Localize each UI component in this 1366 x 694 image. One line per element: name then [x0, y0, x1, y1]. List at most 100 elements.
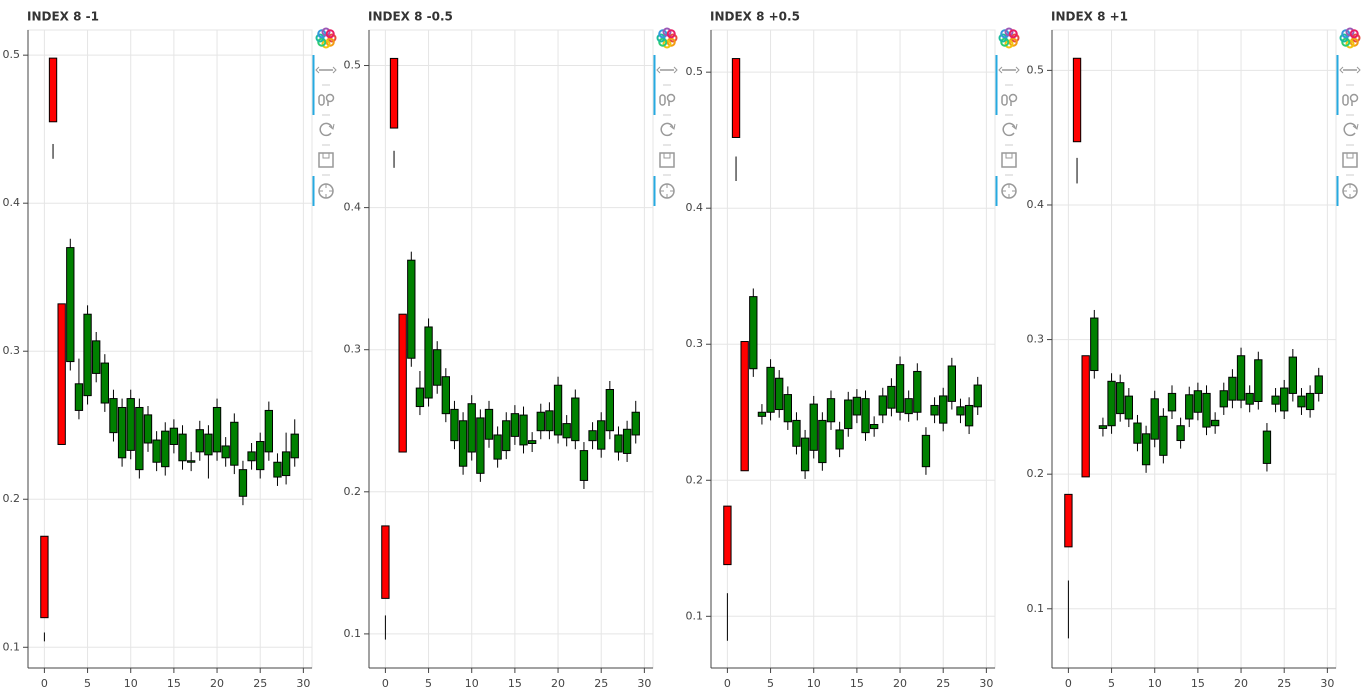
candle-body [861, 398, 870, 434]
icon [663, 152, 671, 159]
y-tick-label: 0.4 [1027, 198, 1045, 211]
toolbar-tool[interactable] [314, 116, 338, 144]
tool-hit [1338, 177, 1362, 205]
candle-body [1116, 382, 1125, 415]
candle-body [389, 57, 399, 129]
candle-body [1176, 425, 1185, 442]
y-tick-label: 0.4 [344, 201, 362, 214]
candle-body [92, 340, 101, 374]
candle-body [1202, 392, 1211, 428]
bokeh-logo[interactable] [656, 27, 678, 49]
icon [656, 66, 678, 74]
bokeh-logo[interactable] [1339, 27, 1361, 49]
x-tick-label: 5 [767, 677, 774, 690]
tool-hit [314, 146, 338, 174]
icon [322, 152, 330, 159]
icon [325, 93, 335, 103]
bokeh-logo[interactable] [998, 27, 1020, 49]
candle-body [74, 383, 84, 411]
candle-body [281, 451, 291, 477]
y-tick-label: 0.3 [344, 343, 362, 356]
logo-petal [1351, 33, 1361, 43]
logo-petal [658, 37, 668, 47]
toolbar-tool[interactable] [1338, 146, 1362, 174]
logo-petal [666, 37, 676, 47]
candle-body [973, 384, 982, 408]
candle-body [1271, 395, 1280, 405]
tool-hit [655, 146, 679, 174]
toolbar-tool[interactable] [312, 55, 339, 85]
candle-body [1262, 430, 1272, 464]
candle-body [135, 406, 144, 471]
candle-body [887, 385, 896, 409]
x-tick-label: 5 [84, 677, 91, 690]
toolbar-tool[interactable] [995, 55, 1022, 85]
x-tick-label: 25 [1277, 677, 1291, 690]
icon [1002, 122, 1016, 137]
candle-body [1064, 493, 1073, 548]
toolbar-tool[interactable] [1336, 85, 1363, 115]
candle-body [83, 313, 92, 397]
bokeh-logo[interactable] [315, 27, 337, 49]
candle-body [1124, 395, 1133, 420]
tool-hit [997, 86, 1021, 114]
tool-hit [655, 177, 679, 205]
toolbar-tool[interactable] [995, 85, 1022, 115]
candle-body [152, 439, 161, 463]
toolbar-tool[interactable] [997, 146, 1021, 174]
toolbar [995, 27, 1022, 206]
toolbar-tool[interactable] [653, 85, 680, 115]
candle-body [467, 403, 476, 453]
icon [1342, 94, 1349, 106]
candle-body [800, 437, 810, 472]
logo-petal [315, 33, 325, 43]
toolbar-tool[interactable] [312, 176, 339, 206]
x-tick-label: 5 [1108, 677, 1115, 690]
y-tick-label: 0.1 [686, 609, 704, 622]
toolbar-tool[interactable] [314, 146, 338, 174]
candle-body [930, 404, 939, 416]
x-tick-label: 20 [893, 677, 907, 690]
icon [319, 122, 333, 137]
candle-body [204, 433, 213, 456]
toolbar-tool[interactable] [997, 116, 1021, 144]
candle-body [1141, 433, 1151, 466]
logo-petal [1339, 33, 1349, 43]
candle-body [381, 525, 390, 599]
toolbar-tool[interactable] [312, 85, 339, 115]
candle-body [476, 417, 485, 474]
candle-body [731, 58, 741, 138]
toolbar-tool[interactable] [995, 176, 1022, 206]
toolbar-tool[interactable] [655, 146, 679, 174]
toolbar-tool[interactable] [655, 116, 679, 144]
icon [659, 94, 666, 106]
x-tick-label: 30 [979, 677, 993, 690]
logo-petal [1349, 29, 1359, 39]
plot-frame [710, 29, 996, 669]
candle-body [186, 460, 196, 463]
candle-body [1133, 422, 1142, 444]
icon [666, 93, 676, 103]
candle-body [424, 326, 433, 399]
toolbar-tool[interactable] [1336, 55, 1363, 85]
logo-petal [1000, 37, 1010, 47]
candle-body [527, 440, 537, 444]
y-tick-label: 0.1 [3, 640, 21, 653]
toolbar-tool[interactable] [653, 176, 680, 206]
icon [1349, 93, 1359, 103]
icon [1011, 123, 1018, 130]
chart-panel: INDEX 8 +1 0.1 0.2 0.3 0.4 0.5 0 5 10 15 20 25 30 [1027, 10, 1363, 690]
candle-body [195, 429, 204, 453]
toolbar-tool[interactable] [1338, 116, 1362, 144]
candle-body [895, 364, 905, 413]
y-tick-label: 0.3 [686, 337, 704, 350]
candle-body [939, 395, 948, 424]
candle-body [510, 413, 520, 437]
toolbar-tool[interactable] [1336, 176, 1363, 206]
toolbar-tool[interactable] [653, 55, 680, 85]
candle-body [1280, 387, 1289, 412]
candle-body [579, 450, 589, 481]
x-tick-label: 0 [41, 677, 48, 690]
candle-body [1090, 317, 1099, 372]
candle-body [809, 403, 818, 451]
